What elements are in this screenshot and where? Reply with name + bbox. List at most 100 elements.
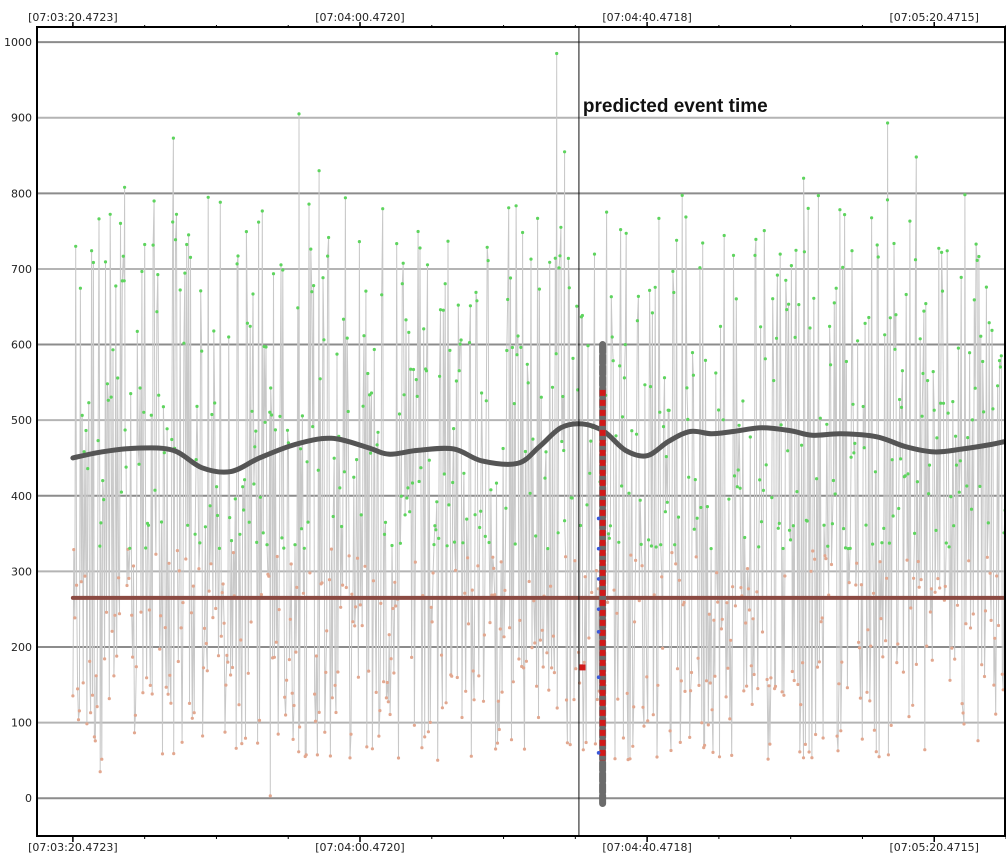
data-point <box>710 708 714 712</box>
data-point <box>741 399 745 403</box>
data-point <box>701 241 705 245</box>
data-point <box>719 627 724 631</box>
data-point <box>607 536 612 540</box>
data-point <box>85 722 89 726</box>
data-point <box>370 747 374 751</box>
data-point <box>642 724 646 728</box>
data-point <box>888 316 892 320</box>
data-point <box>547 688 551 692</box>
data-point <box>686 417 690 421</box>
data-point <box>265 543 269 547</box>
data-point <box>377 734 381 738</box>
data-point <box>111 348 115 352</box>
data-point <box>193 532 197 536</box>
data-point <box>695 516 699 520</box>
data-point <box>385 680 389 685</box>
data-point <box>299 447 303 451</box>
data-point <box>425 263 430 267</box>
data-point <box>218 200 222 204</box>
data-point <box>664 455 668 459</box>
data-point <box>663 510 668 514</box>
data-point <box>843 213 847 217</box>
data-point <box>71 694 75 698</box>
data-point <box>718 324 723 328</box>
data-point <box>995 574 999 578</box>
data-point <box>528 491 532 495</box>
data-point <box>464 689 468 693</box>
data-point <box>717 408 721 412</box>
data-point <box>155 310 159 314</box>
data-point <box>792 678 796 683</box>
data-point <box>122 279 126 283</box>
data-point <box>376 430 380 434</box>
data-point <box>886 753 891 757</box>
data-point <box>184 557 188 561</box>
data-point <box>98 770 102 774</box>
data-point <box>996 384 1000 388</box>
data-point <box>731 253 736 257</box>
data-point <box>735 485 739 489</box>
data-point <box>424 369 429 373</box>
data-point <box>197 567 201 571</box>
data-point <box>241 485 245 489</box>
data-point <box>759 520 764 524</box>
data-point <box>580 313 585 318</box>
data-point <box>388 712 392 717</box>
data-point <box>921 371 925 376</box>
data-point <box>327 235 331 240</box>
data-point <box>583 575 587 579</box>
data-point <box>679 679 683 683</box>
data-point <box>365 745 369 749</box>
data-point <box>961 711 965 715</box>
data-point <box>409 367 413 371</box>
data-point <box>781 546 785 551</box>
data-point <box>244 230 248 234</box>
data-point <box>510 345 514 350</box>
data-point <box>125 583 129 588</box>
data-point <box>522 747 527 751</box>
data-point <box>452 427 456 431</box>
data-point <box>889 723 893 728</box>
data-point <box>294 650 298 654</box>
data-point <box>102 498 106 502</box>
data-point <box>369 391 374 395</box>
data-point <box>609 295 613 299</box>
data-point <box>123 185 127 189</box>
data-point <box>618 364 622 368</box>
data-point <box>457 369 461 373</box>
data-point <box>355 556 360 560</box>
data-point <box>114 284 118 288</box>
data-point <box>743 535 747 540</box>
data-point <box>991 407 995 411</box>
data-point <box>269 386 273 390</box>
data-point <box>473 513 477 517</box>
data-point <box>455 675 459 680</box>
y-tick-label: 300 <box>11 565 32 578</box>
data-point <box>616 697 620 701</box>
data-point <box>714 371 718 375</box>
data-point <box>213 401 217 405</box>
data-point <box>454 379 458 383</box>
data-point <box>756 687 760 691</box>
data-point <box>446 239 450 243</box>
data-point <box>865 690 869 694</box>
data-point <box>231 551 235 555</box>
y-tick-label: 200 <box>11 641 32 654</box>
data-point <box>571 356 575 360</box>
data-point <box>625 691 629 696</box>
data-point <box>749 664 753 668</box>
data-point <box>323 730 327 734</box>
data-point <box>883 333 887 337</box>
data-point <box>349 732 353 736</box>
data-point <box>652 593 656 597</box>
event-blue-point <box>596 577 601 581</box>
data-point <box>447 503 451 507</box>
data-point <box>442 472 446 476</box>
data-point <box>896 642 900 646</box>
data-point <box>224 683 228 687</box>
data-point <box>357 240 361 244</box>
data-point <box>480 391 484 395</box>
data-point <box>859 583 864 587</box>
data-point <box>1000 672 1004 676</box>
data-point <box>690 351 695 355</box>
